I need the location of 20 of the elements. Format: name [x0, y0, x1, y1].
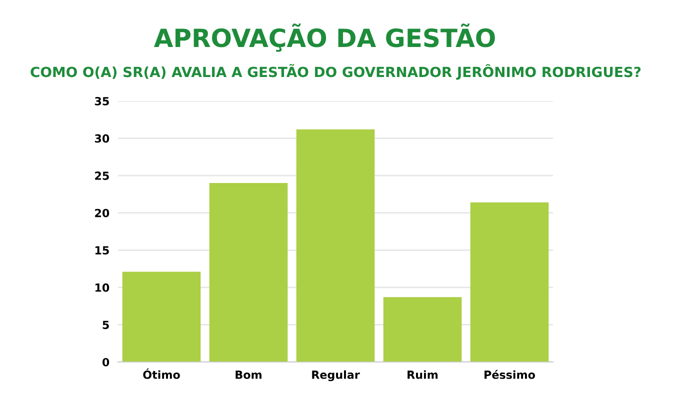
x-tick-label: Regular — [312, 370, 360, 382]
y-tick-label: 0 — [102, 358, 110, 366]
bar — [470, 202, 549, 362]
bar — [122, 272, 201, 362]
y-tick-label: 35 — [94, 96, 109, 106]
y-tick-label: 30 — [94, 134, 110, 143]
y-tick-label: 10 — [95, 283, 110, 292]
chart-subtitle: COMO O(A) SR(A) AVALIA A GESTÃO DO GOVERNADOR JERÔNIMO RODRIGUES? — [30, 64, 641, 80]
x-tick-label: Ruim — [408, 370, 438, 379]
y-tick-label: 25 — [95, 172, 109, 180]
x-tick-label: Ótimo — [143, 368, 180, 379]
bar — [383, 297, 462, 362]
bar — [296, 129, 375, 362]
x-tick-label: Péssimo — [484, 370, 535, 379]
y-tick-label: 15 — [95, 246, 109, 255]
y-tick-label: 5 — [102, 320, 109, 330]
bar — [209, 183, 288, 362]
chart-title: APROVAÇÃO DA GESTÃO — [154, 24, 495, 52]
x-tick-label: Bom — [236, 370, 262, 379]
y-tick-label: 20 — [95, 208, 110, 218]
